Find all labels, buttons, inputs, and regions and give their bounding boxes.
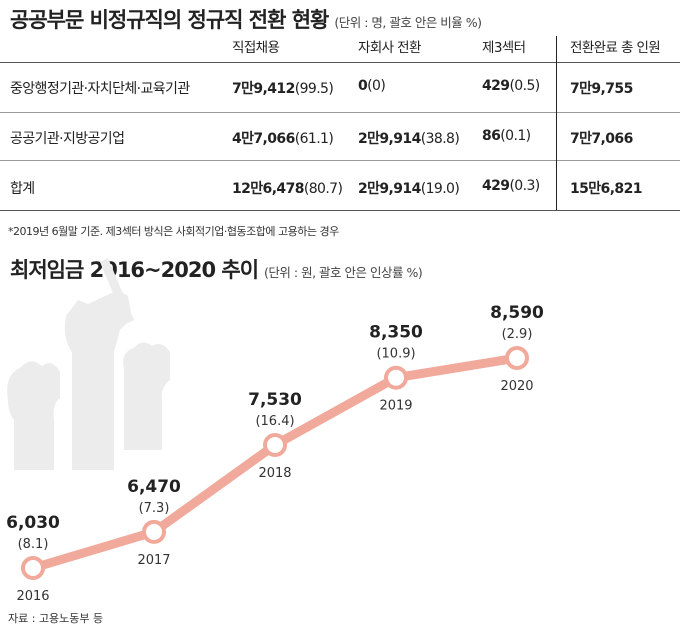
row-label: 공공기관·지방공기업 [10, 131, 125, 147]
cell-total: 7만7,066 [570, 131, 633, 147]
rate-label: (7.3) [139, 501, 170, 516]
table-title: 공공부문 비정규직의 정규직 전환 현황 [10, 8, 329, 32]
cell-direct: 12만6,478(80.7) [232, 181, 343, 197]
source-note: 자료 : 고용노동부 등 [8, 612, 104, 625]
data-point [263, 432, 287, 457]
cell-total: 15만6,821 [570, 181, 642, 197]
row-label: 합계 [10, 181, 35, 197]
data-point [142, 519, 166, 544]
data-point [21, 556, 45, 580]
chart-unit: (단위 : 원, 괄호 안은 인상률 %) [264, 265, 423, 280]
rate-label: (8.1) [18, 537, 49, 552]
rate-label: (10.9) [376, 347, 415, 362]
rate-label: (2.9) [502, 327, 533, 342]
value-label: 8,350 [369, 323, 423, 343]
cell-subsidiary: 0(0) [358, 78, 386, 94]
row-label: 중앙행정기관·자치단체·교육기관 [10, 81, 190, 97]
x-tick-label: 2016 [16, 589, 49, 604]
data-point [384, 365, 408, 390]
header-third-sector: 제3섹터 [482, 40, 526, 56]
header-divider [0, 62, 680, 63]
header-subsidiary: 자회사 전환 [358, 40, 421, 56]
cell-direct: 4만7,066(61.1) [232, 131, 334, 147]
fist-left-icon [7, 361, 60, 470]
pen-icon [100, 258, 134, 324]
rate-label: (16.4) [255, 414, 294, 429]
x-tick-label: 2017 [137, 553, 170, 568]
data-point [505, 346, 529, 370]
cell-third-sector: 429(0.3) [482, 178, 540, 194]
value-label: 6,470 [127, 477, 181, 497]
chart-title-row: 최저임금 2016~2020 추이 (단위 : 원, 괄호 안은 인상률 %) [10, 254, 423, 284]
value-label: 8,590 [490, 303, 544, 323]
fist-right-icon [123, 342, 170, 450]
cell-total: 7만9,755 [570, 81, 633, 97]
raised-fists-illustration [7, 258, 170, 470]
table-title-row: 공공부문 비정규직의 정규직 전환 현황 (단위 : 명, 괄호 안은 비율 %… [10, 4, 482, 34]
table-bottom-line [0, 210, 680, 211]
x-tick-label: 2019 [379, 399, 412, 414]
x-tick-label: 2020 [500, 379, 533, 394]
table-header-row: 직접채용 자회사 전환 제3섹터 전환완료 총 인원 [0, 36, 680, 60]
row-divider [0, 112, 680, 113]
row-divider [0, 160, 680, 161]
header-total: 전환완료 총 인원 [570, 40, 661, 56]
pen-hand-icon [64, 290, 132, 470]
cell-third-sector: 86(0.1) [482, 128, 531, 144]
cell-subsidiary: 2만9,914(19.0) [358, 181, 460, 197]
value-label: 6,030 [6, 513, 60, 533]
table-footnote: *2019년 6월말 기준. 제3섹터 방식은 사회적기업·협동조합에 고용하는… [8, 225, 339, 238]
cell-subsidiary: 2만9,914(38.8) [358, 131, 460, 147]
cell-third-sector: 429(0.5) [482, 78, 540, 94]
header-direct-hire: 직접채용 [232, 40, 280, 56]
total-column-divider [556, 36, 557, 210]
value-label: 7,530 [248, 390, 302, 410]
x-tick-label: 2018 [258, 466, 291, 481]
chart-title: 최저임금 2016~2020 추이 [10, 258, 259, 282]
cell-direct: 7만9,412(99.5) [232, 81, 334, 97]
table-unit: (단위 : 명, 괄호 안은 비율 %) [334, 15, 482, 30]
